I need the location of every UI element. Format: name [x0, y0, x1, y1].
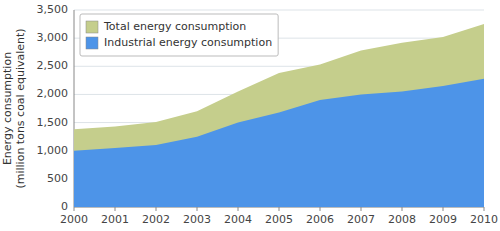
y-grid [74, 10, 484, 207]
x-tick-label: 2005 [265, 213, 293, 226]
x-tick [484, 207, 485, 211]
x-tick-label: 2000 [60, 213, 88, 226]
x-tick-label: 2003 [183, 213, 211, 226]
y-tick-label: 0 [61, 200, 68, 213]
x-tick [361, 207, 362, 211]
x-tick [402, 207, 403, 211]
x-tick-label: 2009 [429, 213, 457, 226]
y-axis-label: Energy consumption(million tons coal equ… [1, 28, 27, 188]
y-tick-label: 2,000 [37, 87, 69, 100]
y-tick-label: 2,500 [37, 59, 69, 72]
x-tick [115, 207, 116, 211]
x-tick [279, 207, 280, 211]
x-tick-label: 2001 [101, 213, 129, 226]
legend-swatch [86, 37, 98, 49]
x-tick-label: 2007 [347, 213, 375, 226]
y-axis-label-line: Energy consumption [1, 52, 14, 165]
y-tick-label: 500 [47, 172, 68, 185]
y-tick-label: 1,500 [37, 116, 69, 129]
x-tick [238, 207, 239, 211]
x-tick [156, 207, 157, 211]
y-axis-label-line: (million tons coal equivalent) [14, 28, 27, 188]
x-tick-label: 2010 [470, 213, 498, 226]
area [74, 79, 484, 207]
legend: Total energy consumption Industrial energ… [80, 14, 278, 56]
x-tick [197, 207, 198, 211]
axes: 0 500 1,000 1,500 2,000 2,500 3,000 3,500 2000 20… [37, 3, 499, 226]
grid-line [74, 10, 484, 11]
x-tick [320, 207, 321, 211]
chart: 0 500 1,000 1,500 2,000 2,500 3,000 3,500 2000 20… [0, 0, 500, 231]
x-tick-label: 2008 [388, 213, 416, 226]
x-tick-label: 2002 [142, 213, 170, 226]
y-tick-label: 1,000 [37, 144, 69, 157]
x-tick-label: 2006 [306, 213, 334, 226]
legend-swatch [86, 21, 98, 33]
x-tick [443, 207, 444, 211]
legend-label: Total energy consumption [103, 20, 246, 33]
y-tick-label: 3,500 [37, 3, 69, 16]
legend-label: Industrial energy consumption [104, 36, 272, 49]
x-tick [74, 207, 75, 211]
legend-frame [80, 14, 278, 56]
y-tick-label: 3,000 [37, 31, 69, 44]
x-tick-label: 2004 [224, 213, 252, 226]
